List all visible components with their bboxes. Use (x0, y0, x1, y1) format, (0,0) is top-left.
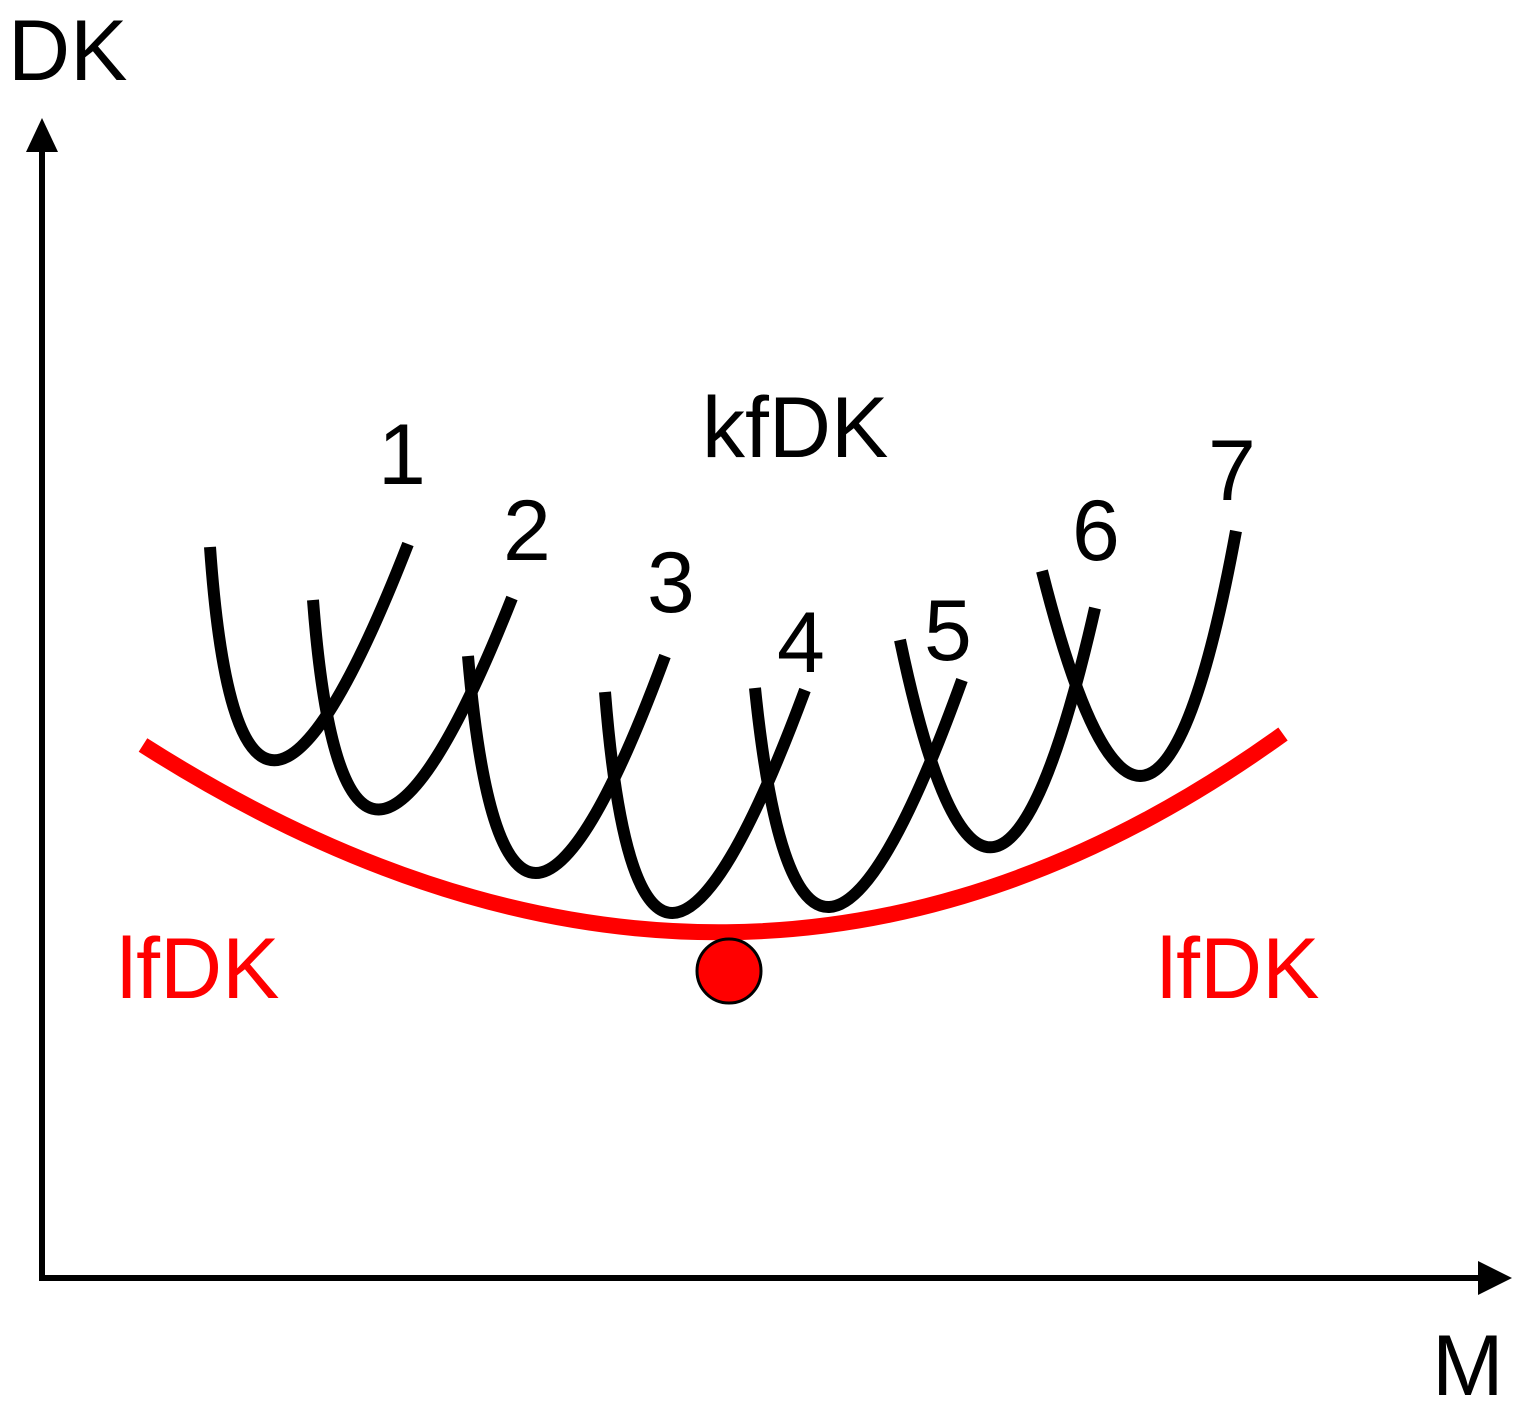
axes (26, 118, 1512, 1295)
curve-number-4: 4 (777, 595, 825, 691)
curve-number-6: 6 (1072, 483, 1120, 579)
y-axis-arrowhead (26, 118, 58, 152)
short-run-curve-3 (462, 653, 671, 879)
long-run-curve (138, 727, 1288, 941)
short-run-curve-4 (599, 687, 811, 919)
curve-number-7: 7 (1208, 423, 1256, 519)
short-run-curve-6 (894, 606, 1101, 853)
short-run-curve-1 (204, 541, 414, 767)
short-run-curves (204, 529, 1242, 919)
optimum-point (695, 937, 763, 1005)
short-run-curve-numbers: 1 2 3 4 5 6 7 (378, 407, 1256, 691)
curve-number-2: 2 (503, 483, 551, 579)
curve-number-1: 1 (378, 407, 426, 503)
curve-number-3: 3 (647, 535, 695, 631)
x-axis-arrowhead (1478, 1261, 1512, 1295)
curve-number-5: 5 (924, 583, 972, 679)
long-run-label-right: lfDK (1157, 921, 1319, 1017)
short-run-group-label: kfDK (702, 380, 888, 476)
short-run-curve-5 (749, 677, 968, 913)
x-axis-label: M (1432, 1318, 1504, 1402)
long-run-label-left: lfDK (117, 921, 279, 1017)
short-run-curve-7 (1036, 529, 1242, 782)
y-axis-label: DK (8, 3, 127, 99)
